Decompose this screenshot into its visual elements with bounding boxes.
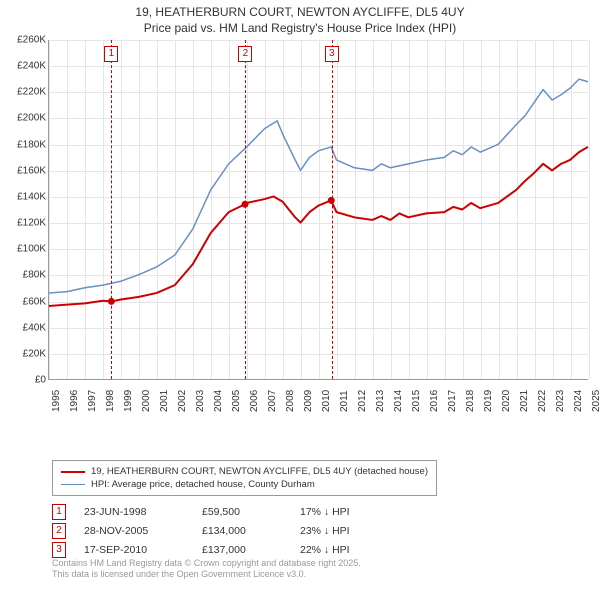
x-tick-label: 2021: [519, 390, 530, 412]
x-tick-label: 2015: [411, 390, 422, 412]
y-tick-label: £240K: [6, 61, 46, 72]
series-line: [49, 147, 588, 306]
y-tick-label: £260K: [6, 35, 46, 46]
legend: 19, HEATHERBURN COURT, NEWTON AYCLIFFE, …: [52, 460, 437, 496]
legend-label: HPI: Average price, detached house, Coun…: [91, 479, 315, 490]
event-marker-box: 3: [325, 46, 339, 62]
y-tick-label: £40K: [6, 322, 46, 333]
series-line: [49, 79, 588, 293]
event-row-date: 23-JUN-1998: [84, 506, 184, 518]
legend-item: HPI: Average price, detached house, Coun…: [61, 478, 428, 491]
legend-swatch: [61, 471, 85, 473]
x-tick-label: 2022: [537, 390, 548, 412]
event-row-num: 3: [52, 542, 66, 558]
event-row-diff: 23% ↓ HPI: [300, 525, 380, 537]
x-tick-label: 2013: [375, 390, 386, 412]
x-tick-label: 2008: [285, 390, 296, 412]
x-tick-label: 2011: [339, 390, 350, 412]
x-tick-label: 2003: [195, 390, 206, 412]
y-tick-label: £100K: [6, 244, 46, 255]
x-tick-label: 2024: [573, 390, 584, 412]
legend-swatch: [61, 484, 85, 485]
y-tick-label: £140K: [6, 191, 46, 202]
y-tick-label: £60K: [6, 296, 46, 307]
legend-label: 19, HEATHERBURN COURT, NEWTON AYCLIFFE, …: [91, 466, 428, 477]
event-marker-box: 1: [104, 46, 118, 62]
event-row: 2 28-NOV-2005 £134,000 23% ↓ HPI: [52, 521, 380, 540]
event-row-price: £59,500: [202, 506, 282, 518]
series-svg: [49, 40, 588, 379]
x-tick-label: 2019: [483, 390, 494, 412]
x-tick-label: 2004: [213, 390, 224, 412]
event-row-diff: 22% ↓ HPI: [300, 544, 380, 556]
event-row: 3 17-SEP-2010 £137,000 22% ↓ HPI: [52, 540, 380, 559]
event-line: [245, 40, 246, 379]
x-tick-label: 1998: [105, 390, 116, 412]
x-tick-label: 1995: [51, 390, 62, 412]
x-tick-label: 2012: [357, 390, 368, 412]
event-row-date: 17-SEP-2010: [84, 544, 184, 556]
y-tick-label: £220K: [6, 87, 46, 98]
footer-line-2: This data is licensed under the Open Gov…: [52, 569, 361, 580]
chart-area: £0 £20K £40K £60K £80K £100K £120K £140K £160K £1…: [6, 40, 594, 420]
x-tick-label: 2007: [267, 390, 278, 412]
y-tick-label: £20K: [6, 348, 46, 359]
plot-area: 1 2 3: [48, 40, 588, 380]
event-line: [332, 40, 333, 379]
x-tick-label: 2023: [555, 390, 566, 412]
footer-line-1: Contains HM Land Registry data © Crown c…: [52, 558, 361, 569]
x-tick-label: 2006: [249, 390, 260, 412]
y-tick-label: £180K: [6, 139, 46, 150]
chart-container: 19, HEATHERBURN COURT, NEWTON AYCLIFFE, …: [0, 0, 600, 590]
events-table: 1 23-JUN-1998 £59,500 17% ↓ HPI 2 28-NOV-2005…: [52, 502, 380, 559]
x-tick-label: 2016: [429, 390, 440, 412]
event-line: [111, 40, 112, 379]
event-row-diff: 17% ↓ HPI: [300, 506, 380, 518]
x-tick-label: 2017: [447, 390, 458, 412]
y-tick-label: £200K: [6, 113, 46, 124]
y-tick-label: £120K: [6, 218, 46, 229]
title-line-2: Price paid vs. HM Land Registry's House …: [0, 20, 600, 36]
x-tick-label: 2018: [465, 390, 476, 412]
event-row-price: £137,000: [202, 544, 282, 556]
x-tick-label: 2002: [177, 390, 188, 412]
x-tick-label: 1996: [69, 390, 80, 412]
y-tick-label: £0: [6, 375, 46, 386]
x-tick-label: 2020: [501, 390, 512, 412]
x-tick-label: 2025: [591, 390, 600, 412]
x-tick-label: 2001: [159, 390, 170, 412]
y-tick-label: £160K: [6, 165, 46, 176]
event-row-date: 28-NOV-2005: [84, 525, 184, 537]
title-line-1: 19, HEATHERBURN COURT, NEWTON AYCLIFFE, …: [0, 4, 600, 20]
y-tick-label: £80K: [6, 270, 46, 281]
event-marker-box: 2: [238, 46, 252, 62]
legend-item: 19, HEATHERBURN COURT, NEWTON AYCLIFFE, …: [61, 465, 428, 478]
event-row: 1 23-JUN-1998 £59,500 17% ↓ HPI: [52, 502, 380, 521]
x-tick-label: 2000: [141, 390, 152, 412]
event-row-num: 2: [52, 523, 66, 539]
x-tick-label: 2014: [393, 390, 404, 412]
x-tick-label: 1997: [87, 390, 98, 412]
x-tick-label: 2010: [321, 390, 332, 412]
event-row-num: 1: [52, 504, 66, 520]
footer-attribution: Contains HM Land Registry data © Crown c…: [52, 558, 361, 581]
chart-title: 19, HEATHERBURN COURT, NEWTON AYCLIFFE, …: [0, 0, 600, 36]
x-tick-label: 1999: [123, 390, 134, 412]
x-tick-label: 2009: [303, 390, 314, 412]
x-tick-label: 2005: [231, 390, 242, 412]
event-row-price: £134,000: [202, 525, 282, 537]
